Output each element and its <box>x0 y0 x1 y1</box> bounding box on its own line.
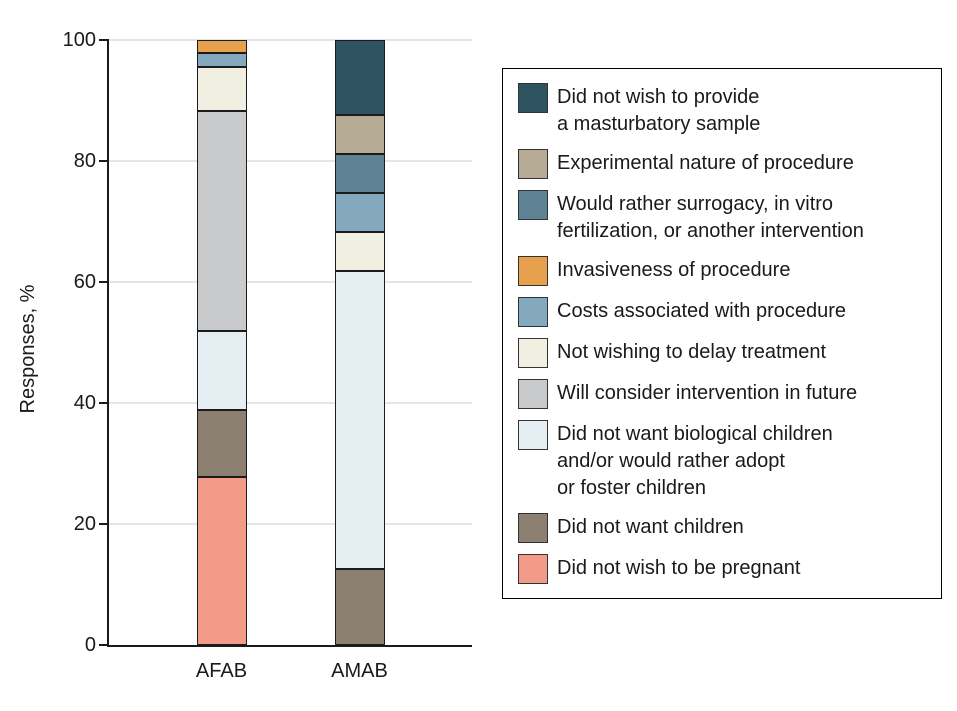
legend-swatch-icon <box>518 554 548 584</box>
segment-afab-not-wishing-to-delay-treatment <box>196 67 247 111</box>
bar-afab <box>196 39 247 645</box>
legend-row: Did not want children <box>518 513 929 543</box>
segment-amab-did-not-want-biological-childr <box>334 271 385 570</box>
legend-label: Did not want biological children and/or w… <box>557 420 833 502</box>
legend-swatch-icon <box>518 190 548 220</box>
segment-afab-costs-associated-with-procedur <box>196 53 247 68</box>
legend-swatch-icon <box>518 338 548 368</box>
legend-label: Will consider intervention in future <box>557 379 857 409</box>
y-tick-mark-60 <box>99 280 107 283</box>
legend-row: Invasiveness of procedure <box>518 256 929 286</box>
segment-amab-did-not-want-children <box>334 569 385 645</box>
legend-row: Costs associated with procedure <box>518 297 929 327</box>
y-axis-line <box>107 39 109 647</box>
legend-label-line: Did not want children <box>557 516 744 538</box>
segment-amab-did-not-wish-to-provide-a-mast <box>334 39 385 116</box>
y-tick-mark-20 <box>99 522 107 525</box>
y-tick-label-20: 20 <box>73 512 96 535</box>
gridline-40 <box>109 401 472 404</box>
gridline-20 <box>109 522 472 525</box>
legend-label-line: Would rather surrogacy, in vitro <box>557 193 834 215</box>
gridline-80 <box>109 159 472 162</box>
y-tick-label-60: 60 <box>73 270 96 293</box>
legend-swatch-icon <box>518 256 548 286</box>
legend-label: Did not want children <box>557 513 744 543</box>
legend-label: Would rather surrogacy, in vitro fertiliz… <box>557 190 864 245</box>
legend-label-line: and/or would rather adopt <box>557 450 785 472</box>
legend-label-line: Experimental nature of procedure <box>557 152 854 174</box>
y-tick-mark-100 <box>99 38 107 41</box>
segment-afab-invasiveness-of-procedure <box>196 39 247 54</box>
legend-row: Did not wish to be pregnant <box>518 554 929 584</box>
legend-swatch-icon <box>518 379 548 409</box>
legend-label-line: Costs associated with procedure <box>557 300 847 322</box>
y-tick-mark-0 <box>99 644 107 646</box>
legend-swatch-icon <box>518 83 548 113</box>
legend-label-line: Did not wish to be pregnant <box>557 557 801 579</box>
y-tick-mark-40 <box>99 401 107 404</box>
legend-label: Not wishing to delay treatment <box>557 338 826 368</box>
gridline-60 <box>109 280 472 283</box>
legend-label-line: Not wishing to delay treatment <box>557 341 827 363</box>
legend-swatch-icon <box>518 297 548 327</box>
legend-label-line: or foster children <box>557 477 706 499</box>
x-tick-label-afab: AFAB <box>195 660 248 682</box>
y-tick-label-40: 40 <box>73 391 96 414</box>
legend-row: Not wishing to delay treatment <box>518 338 929 368</box>
legend-label: Costs associated with procedure <box>557 297 846 327</box>
legend-row: Did not want biological children and/or w… <box>518 420 929 502</box>
segment-afab-did-not-want-biological-childr <box>196 331 247 411</box>
legend-label-line: Did not wish to provide <box>557 86 760 108</box>
legend-swatch-icon <box>518 420 548 450</box>
y-tick-mark-80 <box>99 159 107 162</box>
legend-row: Did not wish to provide a masturbatory sa… <box>518 83 929 138</box>
legend-label-line: fertilization, or another intervention <box>557 220 864 242</box>
segment-amab-would-rather-surrogacy-in-vitr <box>334 154 385 194</box>
legend-label-line: Did not want biological children <box>557 423 833 445</box>
legend-label-line: Invasiveness of procedure <box>557 259 791 281</box>
gridline-100 <box>109 38 472 41</box>
legend-swatch-icon <box>518 149 548 179</box>
y-tick-label-80: 80 <box>73 149 96 172</box>
bar-amab <box>334 39 385 645</box>
segment-afab-did-not-want-children <box>196 410 247 478</box>
legend-box: Did not wish to provide a masturbatory sa… <box>502 68 942 599</box>
segment-amab-costs-associated-with-procedur <box>334 193 385 233</box>
legend-swatch-icon <box>518 513 548 543</box>
segment-afab-did-not-wish-to-be-pregnant <box>196 477 247 645</box>
y-tick-label-100: 100 <box>62 28 96 51</box>
legend-label: Did not wish to provide a masturbatory sa… <box>557 83 760 138</box>
legend-label-line: Will consider intervention in future <box>557 382 858 404</box>
legend-label-line: a masturbatory sample <box>557 113 761 135</box>
legend-row: Will consider intervention in future <box>518 379 929 409</box>
legend-row: Experimental nature of procedure <box>518 149 929 179</box>
legend-label: Experimental nature of procedure <box>557 149 854 179</box>
legend-label: Invasiveness of procedure <box>557 256 790 286</box>
x-axis-line <box>107 645 472 647</box>
segment-afab-will-consider-intervention-in- <box>196 110 247 332</box>
legend-row: Would rather surrogacy, in vitro fertiliz… <box>518 190 929 245</box>
segment-amab-not-wishing-to-delay-treatment <box>334 232 385 272</box>
x-tick-label-amab: AMAB <box>331 660 388 682</box>
legend-label: Did not wish to be pregnant <box>557 554 801 584</box>
y-tick-label-0: 0 <box>84 634 96 656</box>
segment-amab-experimental-nature-of-procedu <box>334 115 385 155</box>
